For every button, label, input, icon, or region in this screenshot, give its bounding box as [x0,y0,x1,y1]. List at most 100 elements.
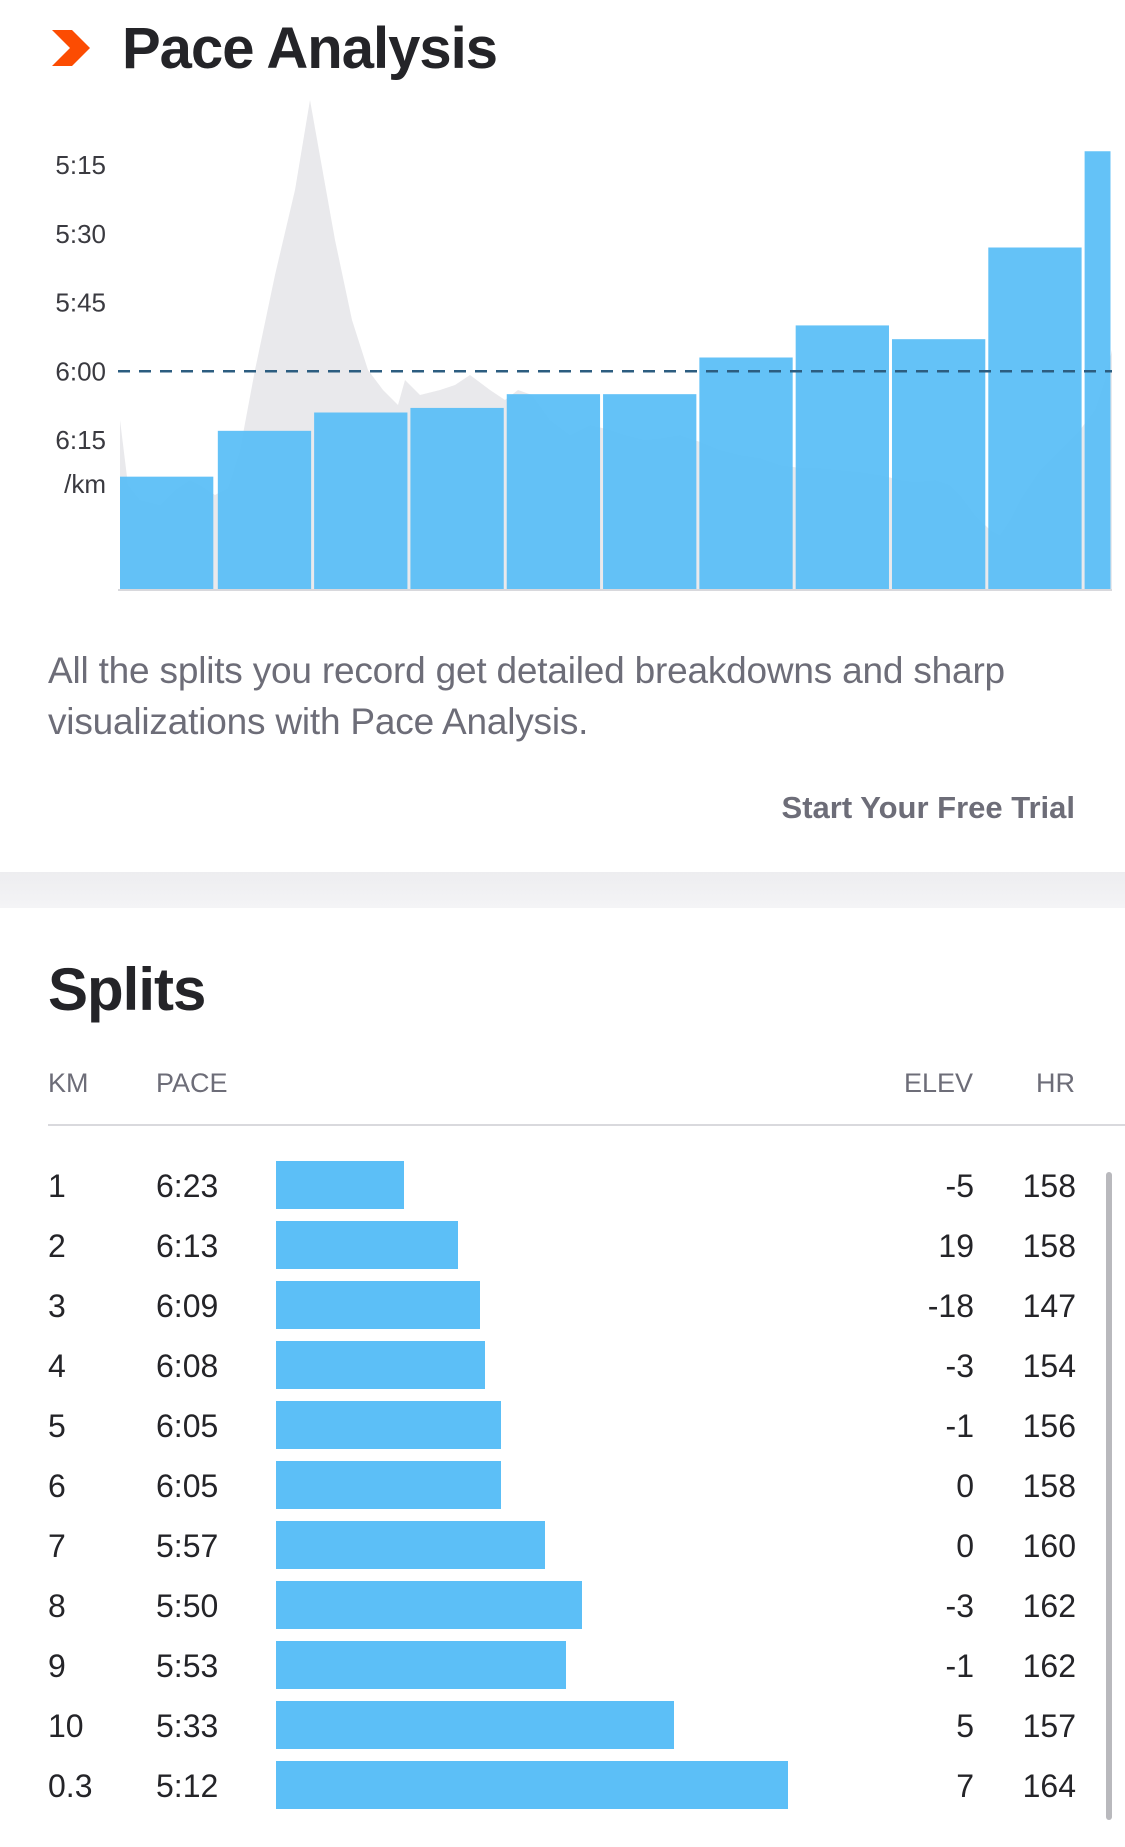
pace-bar-7[interactable] [699,357,793,591]
pace-analysis-description: All the splits you record get detailed b… [48,650,1005,742]
split-hr: 164 [1022,1768,1076,1804]
table-row: 9 5:53 -1 162 [48,1638,1078,1698]
split-km: 4 [48,1348,66,1384]
split-elev: 5 [956,1708,974,1744]
split-pace-bar [276,1641,566,1689]
pace-bars [120,151,1111,590]
split-pace-bar [276,1521,545,1569]
split-pace: 5:12 [156,1768,219,1804]
split-km: 5 [48,1408,66,1444]
split-km: 9 [48,1648,66,1684]
split-elev: -5 [945,1168,974,1204]
table-row: 3 6:09 -18 147 [48,1278,1078,1338]
split-elev: -18 [927,1288,974,1324]
split-pace: 6:05 [156,1468,219,1504]
split-pace: 6:23 [156,1168,219,1204]
table-row: 5 6:05 -1 156 [48,1398,1078,1458]
page-title: Pace Analysis [122,15,498,81]
splits-title: Splits [48,956,206,1023]
table-row: 4 6:08 -3 154 [48,1338,1078,1398]
split-elev: 7 [956,1768,974,1804]
split-hr: 156 [1022,1408,1076,1444]
split-pace: 5:53 [156,1648,219,1684]
column-header-hr: HR [1036,1068,1075,1098]
split-pace: 5:57 [156,1528,219,1564]
split-pace-bar [276,1281,480,1329]
splits-table: 1 6:23 -5 158 2 6:13 19 158 3 6:09 -18 147 4 6:08 -3 15… [48,1158,1078,1818]
split-hr: 158 [1022,1168,1076,1204]
split-elev: 19 [938,1228,974,1264]
split-hr: 157 [1022,1708,1076,1744]
y-tick-label: 5:15 [55,150,106,180]
y-tick-label: 6:00 [55,356,106,386]
split-hr: 147 [1022,1288,1076,1324]
pace-bar-4[interactable] [410,407,504,590]
split-km: 0.3 [48,1768,93,1804]
split-hr: 160 [1022,1528,1076,1564]
splits-header-divider [48,1124,1125,1126]
y-tick-label: 6:15 [55,425,106,455]
table-row: 8 5:50 -3 162 [48,1578,1078,1638]
split-pace: 5:50 [156,1588,219,1624]
y-tick-label: 5:45 [55,288,106,318]
start-free-trial-button[interactable]: Start Your Free Trial [781,790,1075,825]
scrollbar[interactable] [1106,1172,1112,1820]
split-elev: 0 [956,1468,974,1504]
pace-bar-2[interactable] [217,430,312,590]
section-divider [0,872,1125,908]
column-header-elev: ELEV [903,1068,973,1098]
column-header-pace: PACE [156,1068,228,1098]
split-hr: 158 [1022,1228,1076,1264]
split-hr: 162 [1022,1588,1076,1624]
pace-bar-8[interactable] [795,325,889,590]
split-pace: 6:05 [156,1408,219,1444]
split-elev: 0 [956,1528,974,1564]
split-hr: 154 [1022,1348,1076,1384]
split-km: 6 [48,1468,66,1504]
split-hr: 162 [1022,1648,1076,1684]
split-km: 3 [48,1288,66,1324]
split-pace-bar [276,1461,501,1509]
pace-bar-9[interactable] [891,339,986,590]
pace-analysis-header: Pace Analysis [50,8,498,88]
split-pace: 6:13 [156,1228,219,1264]
split-km: 2 [48,1228,66,1264]
table-row: 6 6:05 0 158 [48,1458,1078,1518]
column-header-km: KM [48,1068,89,1098]
pace-bar-6[interactable] [603,394,697,590]
pace-bar-1[interactable] [120,476,214,590]
split-elev: -3 [945,1348,974,1384]
split-pace-bar [276,1761,788,1809]
split-hr: 158 [1022,1468,1076,1504]
split-km: 10 [48,1708,84,1744]
y-tick-label: 5:30 [55,219,106,249]
split-pace-bar [276,1341,485,1389]
y-unit-label: /km [64,469,106,499]
split-elev: -3 [945,1588,974,1624]
split-km: 8 [48,1588,66,1624]
pace-y-axis: 5:15 5:30 5:45 6:00 6:15/km [55,150,106,499]
split-pace-bar [276,1401,501,1449]
table-row: 2 6:13 19 158 [48,1218,1078,1278]
pace-chart-svg: 5:15 5:30 5:45 6:00 6:15/km [55,100,1112,591]
pace-chart: 5:15 5:30 5:45 6:00 6:15/km [0,90,1125,620]
split-pace: 6:09 [156,1288,219,1324]
table-row: 10 5:33 5 157 [48,1698,1078,1758]
chevron-right-icon [52,30,90,66]
split-pace-bar [276,1581,582,1629]
split-pace-bar [276,1161,404,1209]
pace-bar-3[interactable] [314,412,408,591]
splits-header-row: KM PACE ELEV HR [48,1068,1125,1110]
split-km: 7 [48,1528,66,1564]
table-row: 0.3 5:12 7 164 [48,1758,1078,1818]
pace-bar-5[interactable] [506,394,601,590]
split-pace-bar [276,1221,458,1269]
split-pace-bar [276,1701,674,1749]
table-row: 1 6:23 -5 158 [48,1158,1078,1218]
split-elev: -1 [945,1648,974,1684]
split-pace: 5:33 [156,1708,219,1744]
split-km: 1 [48,1168,66,1204]
pace-bar-10[interactable] [988,247,1082,591]
split-pace: 6:08 [156,1348,219,1384]
